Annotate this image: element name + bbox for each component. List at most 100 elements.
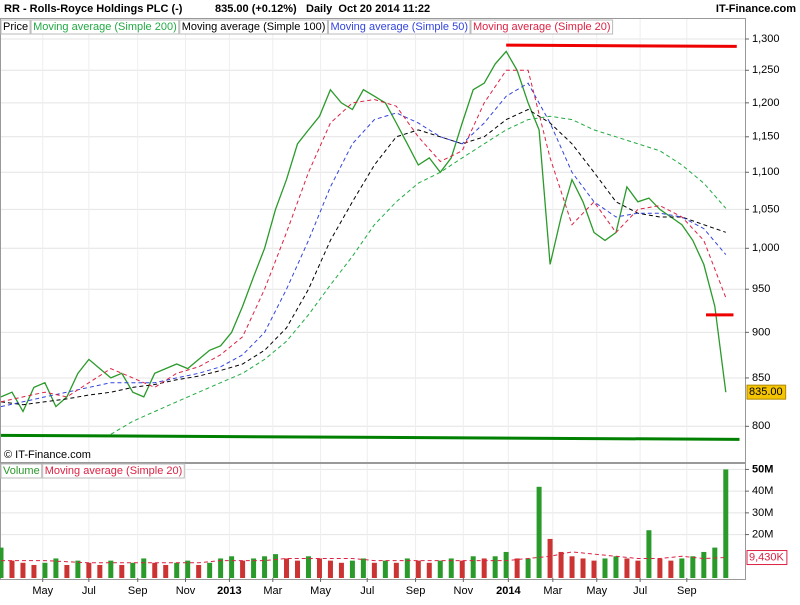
legend-entry: Moving average (Simple 100) <box>182 21 326 33</box>
y-tick-label: 1,300 <box>752 33 780 45</box>
volume-bar <box>86 562 92 578</box>
value-badge-label: 9,430K <box>749 551 785 563</box>
volume-bar <box>174 562 180 578</box>
x-tick-label: May <box>586 585 607 597</box>
volume-bar <box>481 558 487 578</box>
moving-average-line <box>0 108 726 406</box>
volume-bar <box>426 562 432 578</box>
legend-box <box>470 19 614 35</box>
moving-average-line <box>110 115 727 435</box>
volume-bar <box>108 560 114 578</box>
volume-bar <box>196 564 202 578</box>
x-tick-label: May <box>32 585 53 597</box>
y-tick-label: 800 <box>752 420 770 432</box>
volume-bar <box>20 562 26 578</box>
volume-bar <box>338 562 344 578</box>
x-tick-label: Sep <box>677 585 697 597</box>
legend-entry: Price <box>3 21 28 33</box>
volume-bar <box>185 560 191 578</box>
y-tick-label: 1,100 <box>752 166 780 178</box>
volume-bar <box>218 558 224 578</box>
volume-bar <box>690 556 696 578</box>
volume-bar <box>273 554 279 578</box>
volume-bar <box>295 560 301 578</box>
volume-bar <box>240 560 246 578</box>
y-tick-label: 1,200 <box>752 97 780 109</box>
volume-bar <box>525 558 531 578</box>
x-tick-label: Jul <box>82 585 96 597</box>
volume-bar <box>42 562 48 578</box>
volume-bar <box>53 558 59 578</box>
y-tick-label: 20M <box>752 528 773 540</box>
value-badge <box>746 550 788 566</box>
price-line <box>0 50 727 413</box>
x-tick-label: Nov <box>176 585 196 597</box>
volume-bar <box>75 560 81 578</box>
volume-bar <box>284 558 290 578</box>
brand: IT-Finance.com <box>716 3 796 15</box>
volume-bar <box>635 560 641 578</box>
legend-entry: Volume <box>3 465 40 477</box>
volume-bar <box>163 564 169 578</box>
y-tick-label: 30M <box>752 507 773 519</box>
x-tick-label: Nov <box>454 585 474 597</box>
volume-bar <box>371 562 377 578</box>
volume-bar <box>229 556 235 578</box>
legend-entry: Moving average (Simple 50) <box>330 21 468 33</box>
volume-bar <box>152 562 158 578</box>
volume-bar <box>613 556 619 578</box>
value-badge <box>746 384 787 400</box>
legend-box <box>327 19 471 35</box>
volume-bar <box>262 556 268 578</box>
legend-box <box>30 19 180 35</box>
volume-bar <box>393 562 399 578</box>
y-tick-label: 950 <box>752 283 770 295</box>
volume-bar <box>514 558 520 578</box>
volume-bar <box>64 564 70 578</box>
volume-bar <box>558 551 564 578</box>
chart-title: RR - Rolls-Royce Holdings PLC (-) <box>4 3 183 15</box>
x-tick-label: Mar <box>543 585 562 597</box>
volume-bar <box>360 558 366 578</box>
y-tick-label: 40M <box>752 485 773 497</box>
volume-bar <box>327 560 333 578</box>
legend-box <box>0 19 31 35</box>
volume-bar <box>701 551 707 578</box>
quote: 835.00 (+0.12%) <box>215 3 297 15</box>
volume-bar <box>668 560 674 578</box>
value-badge-label: 835.00 <box>749 386 783 398</box>
volume-bar <box>679 558 685 578</box>
price-panel <box>0 18 746 463</box>
volume-bar <box>437 560 443 578</box>
volume-bar <box>316 558 322 578</box>
volume-bar <box>415 560 421 578</box>
y-tick-label: 1,000 <box>752 242 780 254</box>
volume-bar <box>459 560 465 578</box>
volume-bar <box>9 560 15 578</box>
watermark: © IT-Finance.com <box>4 449 91 461</box>
y-tick-label: 1,150 <box>752 131 780 143</box>
volume-bar <box>141 558 147 578</box>
volume-bar <box>251 558 257 578</box>
y-tick-label: 900 <box>752 326 770 338</box>
volume-bar <box>382 560 388 578</box>
legend-entry: Moving average (Simple 20) <box>473 21 611 33</box>
volume-bar <box>31 564 37 578</box>
x-tick-label: Mar <box>263 585 282 597</box>
y-tick-label: 1,050 <box>752 203 780 215</box>
volume-bar <box>207 562 213 578</box>
volume-bar <box>712 547 718 578</box>
volume-bar <box>536 486 542 578</box>
level-line <box>0 433 740 441</box>
y-tick-label: 1,250 <box>752 64 780 76</box>
moving-average-line <box>0 69 727 403</box>
volume-bar <box>305 556 311 578</box>
volume-bar <box>492 556 498 578</box>
x-tick-label: 2013 <box>217 585 241 597</box>
volume-bar <box>547 538 553 578</box>
volume-bar <box>723 469 729 578</box>
period: Daily Oct 20 2014 11:22 <box>306 3 430 15</box>
legend-box <box>0 463 43 479</box>
volume-bar <box>349 560 355 578</box>
